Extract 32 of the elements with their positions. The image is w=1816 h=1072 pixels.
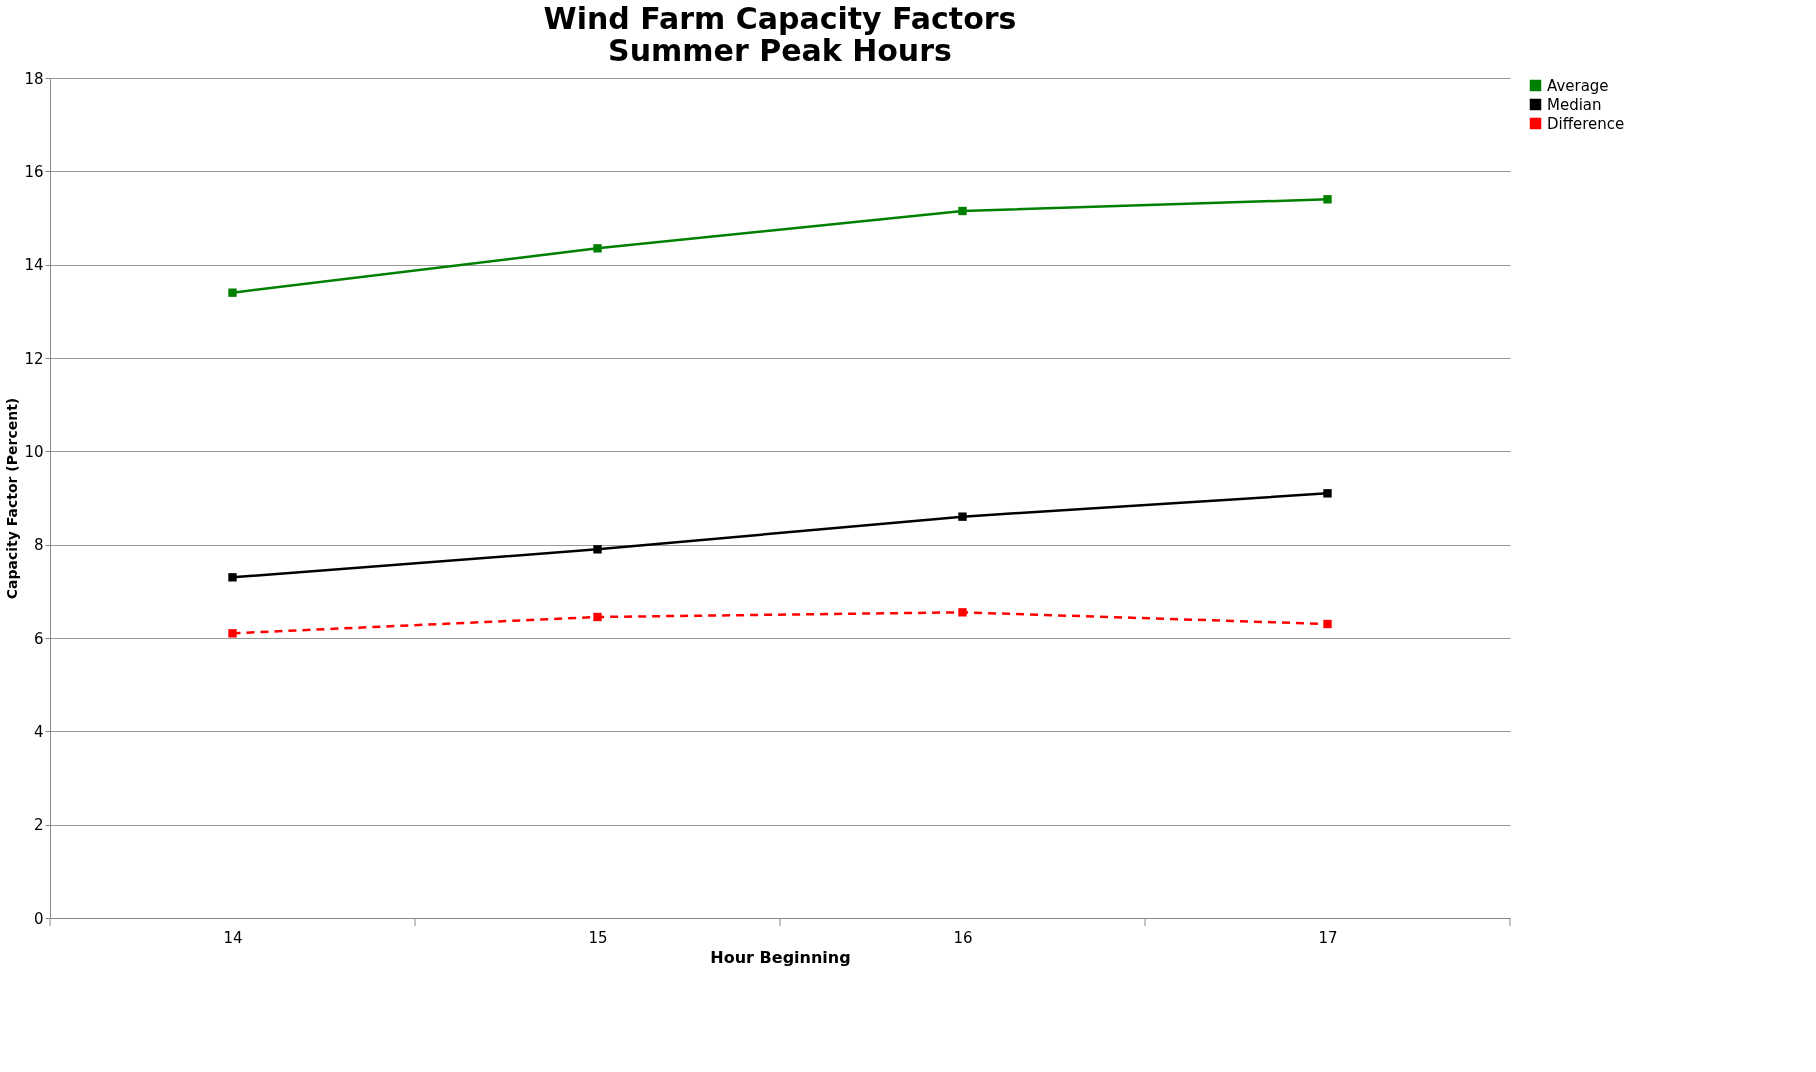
x-tick-label: 17 — [1318, 928, 1338, 947]
point — [958, 608, 967, 617]
point — [1323, 195, 1332, 204]
y-tick-label: 8 — [33, 536, 44, 555]
point — [593, 545, 602, 554]
y-tick-label: 14 — [24, 256, 44, 275]
point — [228, 288, 237, 297]
x-axis-title: Hour Beginning — [710, 947, 851, 967]
x-tick-label: 16 — [953, 928, 973, 947]
y-tick-label: 2 — [33, 816, 44, 835]
legend-label: Difference — [1547, 114, 1625, 133]
x-tick-label: 15 — [588, 928, 608, 947]
x-tick-label: 14 — [223, 928, 243, 947]
text: Wind Farm Capacity Factors — [543, 1, 1017, 36]
y-tick-label: 10 — [24, 442, 44, 461]
point — [958, 512, 967, 521]
y-tick-label: 18 — [24, 69, 44, 88]
y-tick-label: 4 — [33, 722, 44, 741]
point — [228, 629, 237, 638]
y-tick-label: 12 — [24, 349, 44, 368]
y-axis-title: Capacity Factor (Percent) — [4, 397, 21, 600]
y-tick-label: 0 — [33, 909, 44, 928]
y-tick-label: 6 — [33, 629, 44, 648]
point — [593, 612, 602, 622]
point — [1323, 619, 1332, 629]
legend-label: Average — [1547, 76, 1609, 95]
point — [1323, 489, 1332, 498]
legend-label: Median — [1547, 95, 1602, 114]
point — [593, 244, 602, 253]
point — [958, 206, 967, 216]
point — [228, 573, 237, 582]
y-tick-label: 16 — [24, 162, 44, 181]
